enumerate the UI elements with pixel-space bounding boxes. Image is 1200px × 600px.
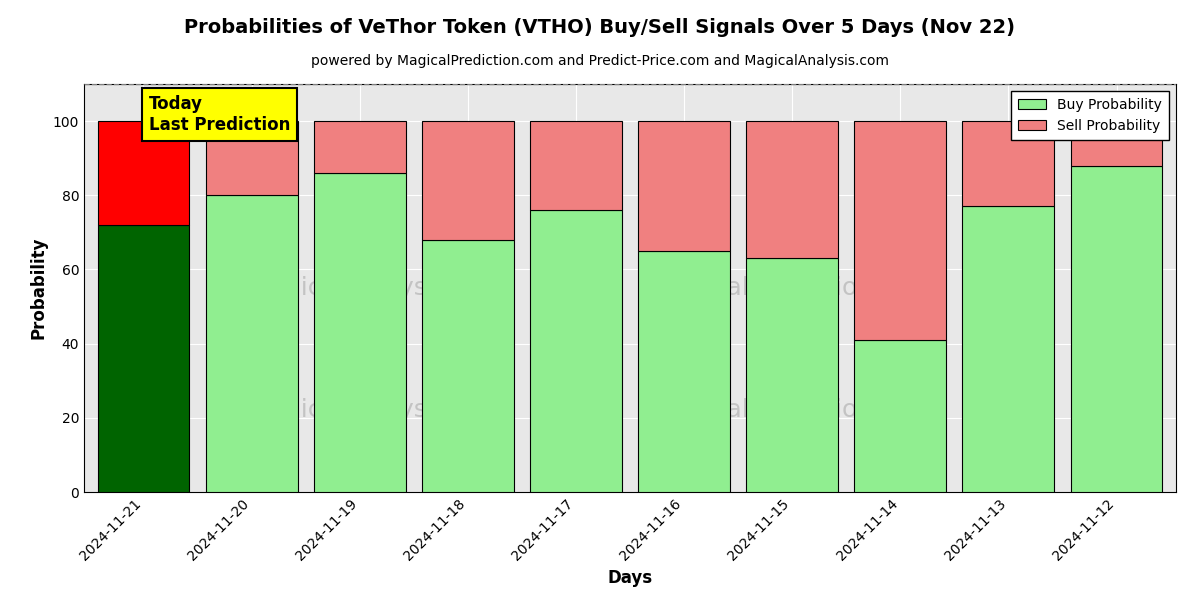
Bar xyxy=(313,173,406,492)
Text: Probabilities of VeThor Token (VTHO) Buy/Sell Signals Over 5 Days (Nov 22): Probabilities of VeThor Token (VTHO) Buy… xyxy=(185,18,1015,37)
Y-axis label: Probability: Probability xyxy=(29,237,47,339)
Bar xyxy=(962,206,1055,492)
Bar xyxy=(638,121,730,251)
Bar xyxy=(530,210,622,492)
Bar xyxy=(97,225,190,492)
Text: MagicalAnalysis.com: MagicalAnalysis.com xyxy=(248,276,509,300)
Bar xyxy=(422,240,514,492)
Text: MagicalAnalysis.com: MagicalAnalysis.com xyxy=(248,398,509,422)
Bar xyxy=(1070,166,1163,492)
Bar xyxy=(962,121,1055,206)
Bar xyxy=(205,121,298,195)
Bar xyxy=(422,121,514,240)
Text: powered by MagicalPrediction.com and Predict-Price.com and MagicalAnalysis.com: powered by MagicalPrediction.com and Pre… xyxy=(311,54,889,68)
Bar xyxy=(854,121,947,340)
Bar xyxy=(97,121,190,225)
Text: MagicalPrediction.com: MagicalPrediction.com xyxy=(653,276,935,300)
X-axis label: Days: Days xyxy=(607,569,653,587)
Bar xyxy=(854,340,947,492)
Bar xyxy=(746,259,838,492)
Text: MagicalPrediction.com: MagicalPrediction.com xyxy=(653,398,935,422)
Bar xyxy=(746,121,838,259)
Legend: Buy Probability, Sell Probability: Buy Probability, Sell Probability xyxy=(1012,91,1169,140)
Bar xyxy=(638,251,730,492)
Bar xyxy=(530,121,622,210)
Bar xyxy=(1070,121,1163,166)
Text: Today
Last Prediction: Today Last Prediction xyxy=(149,95,290,134)
Bar xyxy=(205,195,298,492)
Bar xyxy=(313,121,406,173)
